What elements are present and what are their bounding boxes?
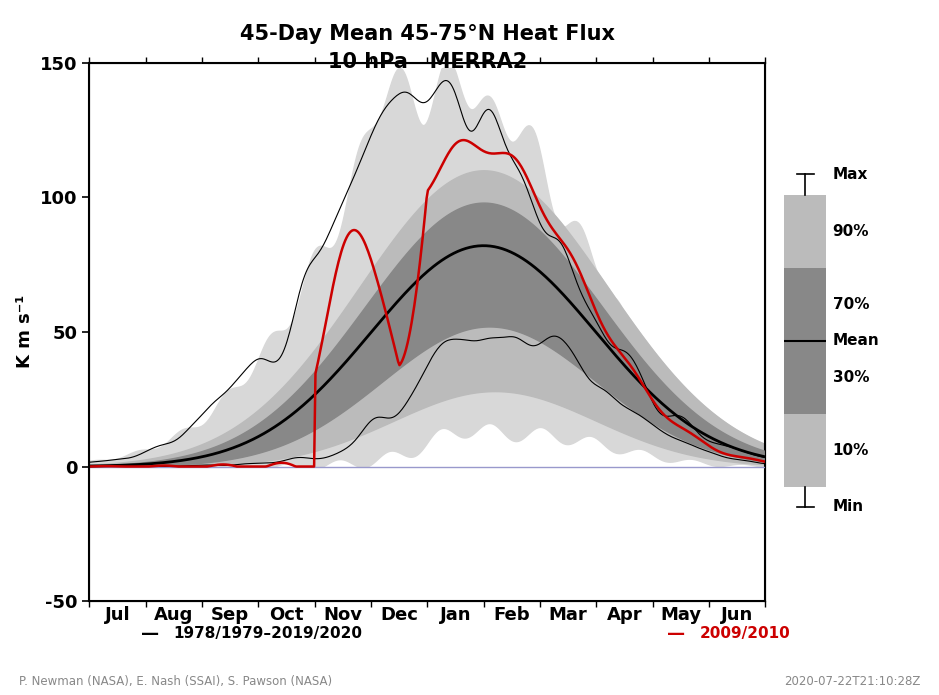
Bar xyxy=(784,195,826,268)
Text: Mean: Mean xyxy=(833,333,880,348)
Text: 10 hPa   MERRA2: 10 hPa MERRA2 xyxy=(328,52,527,72)
Text: —: — xyxy=(667,625,685,643)
Text: 90%: 90% xyxy=(833,224,870,238)
Text: 45-Day Mean 45-75°N Heat Flux: 45-Day Mean 45-75°N Heat Flux xyxy=(239,24,615,44)
Y-axis label: K m s⁻¹: K m s⁻¹ xyxy=(16,295,35,368)
Text: Min: Min xyxy=(833,500,864,514)
Text: —: — xyxy=(141,625,160,643)
Bar xyxy=(784,341,826,414)
Bar xyxy=(784,414,826,486)
Text: 1978/1979–2019/2020: 1978/1979–2019/2020 xyxy=(174,626,362,641)
Text: 30%: 30% xyxy=(833,370,870,384)
Text: Max: Max xyxy=(833,167,868,181)
Text: 2020-07-22T21:10:28Z: 2020-07-22T21:10:28Z xyxy=(784,675,920,688)
Text: P. Newman (NASA), E. Nash (SSAI), S. Pawson (NASA): P. Newman (NASA), E. Nash (SSAI), S. Paw… xyxy=(19,675,331,688)
Text: 2009/2010: 2009/2010 xyxy=(700,626,791,641)
Text: 10%: 10% xyxy=(833,443,869,457)
Bar xyxy=(784,268,826,341)
Text: 70%: 70% xyxy=(833,297,870,311)
